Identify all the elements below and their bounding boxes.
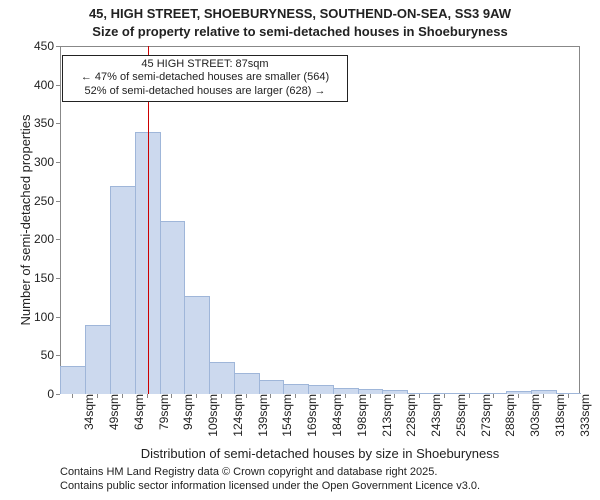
xtick-label: 258sqm [450, 394, 468, 437]
xtick-label: 288sqm [499, 394, 517, 437]
y-axis-label: Number of semi-detached properties [18, 46, 33, 394]
callout-line: ← 47% of semi-detached houses are smalle… [67, 71, 343, 85]
histogram-bar [234, 373, 260, 394]
xtick-label: 154sqm [276, 394, 294, 437]
histogram-bar [259, 380, 285, 394]
ytick-mark [56, 201, 60, 202]
histogram-bar [184, 296, 210, 394]
xtick-mark [518, 394, 519, 398]
xtick-label: 213sqm [376, 394, 394, 437]
xtick-mark [196, 394, 197, 398]
title-line-2: Size of property relative to semi-detach… [0, 24, 600, 39]
xtick-label: 79sqm [153, 394, 171, 430]
xtick-mark [295, 394, 296, 398]
callout-line: 52% of semi-detached houses are larger (… [67, 85, 343, 99]
xtick-label: 109sqm [202, 394, 220, 437]
xtick-mark [543, 394, 544, 398]
marker-callout: 45 HIGH STREET: 87sqm← 47% of semi-detac… [62, 55, 348, 102]
xtick-mark [221, 394, 222, 398]
ytick-mark [56, 85, 60, 86]
plot-area: 05010015020025030035040045034sqm49sqm64s… [60, 46, 580, 394]
histogram-bar [308, 385, 334, 394]
histogram-bar [85, 325, 111, 394]
ytick-mark [56, 123, 60, 124]
plot-border-top [60, 46, 580, 47]
ytick-mark [56, 46, 60, 47]
figure-container: 45, HIGH STREET, SHOEBURYNESS, SOUTHEND-… [0, 0, 600, 500]
xtick-mark [345, 394, 346, 398]
xtick-mark [122, 394, 123, 398]
xtick-label: 198sqm [351, 394, 369, 437]
xtick-label: 243sqm [425, 394, 443, 437]
histogram-bar [60, 366, 86, 394]
plot-border-right [579, 46, 580, 394]
xtick-mark [493, 394, 494, 398]
ytick-mark [56, 278, 60, 279]
xtick-mark [370, 394, 371, 398]
xtick-label: 124sqm [227, 394, 245, 437]
xtick-label: 64sqm [128, 394, 146, 430]
xtick-mark [419, 394, 420, 398]
histogram-bar [110, 186, 136, 394]
xtick-label: 273sqm [475, 394, 493, 437]
xtick-label: 94sqm [177, 394, 195, 430]
xtick-label: 184sqm [326, 394, 344, 437]
xtick-mark [246, 394, 247, 398]
xtick-label: 169sqm [301, 394, 319, 437]
histogram-bar [283, 384, 309, 394]
xtick-mark [97, 394, 98, 398]
xtick-mark [171, 394, 172, 398]
xtick-label: 303sqm [524, 394, 542, 437]
xtick-label: 318sqm [549, 394, 567, 437]
ytick-mark [56, 355, 60, 356]
callout-line: 45 HIGH STREET: 87sqm [67, 58, 343, 72]
histogram-bar [160, 221, 186, 394]
xtick-mark [568, 394, 569, 398]
footnote-line-2: Contains public sector information licen… [60, 480, 480, 492]
xtick-label: 333sqm [574, 394, 592, 437]
xtick-label: 34sqm [78, 394, 96, 430]
ytick-mark [56, 317, 60, 318]
xtick-mark [394, 394, 395, 398]
title-line-1: 45, HIGH STREET, SHOEBURYNESS, SOUTHEND-… [0, 6, 600, 21]
xtick-label: 228sqm [400, 394, 418, 437]
xtick-label: 139sqm [252, 394, 270, 437]
xtick-mark [72, 394, 73, 398]
ytick-mark [56, 239, 60, 240]
footnote-line-1: Contains HM Land Registry data © Crown c… [60, 466, 437, 478]
x-axis-label: Distribution of semi-detached houses by … [60, 446, 580, 461]
xtick-mark [270, 394, 271, 398]
xtick-mark [147, 394, 148, 398]
plot-border-left [60, 46, 61, 394]
xtick-label: 49sqm [103, 394, 121, 430]
ytick-mark [56, 162, 60, 163]
xtick-mark [444, 394, 445, 398]
ytick-mark [56, 394, 60, 395]
xtick-mark [320, 394, 321, 398]
histogram-bar [209, 362, 235, 394]
xtick-mark [469, 394, 470, 398]
